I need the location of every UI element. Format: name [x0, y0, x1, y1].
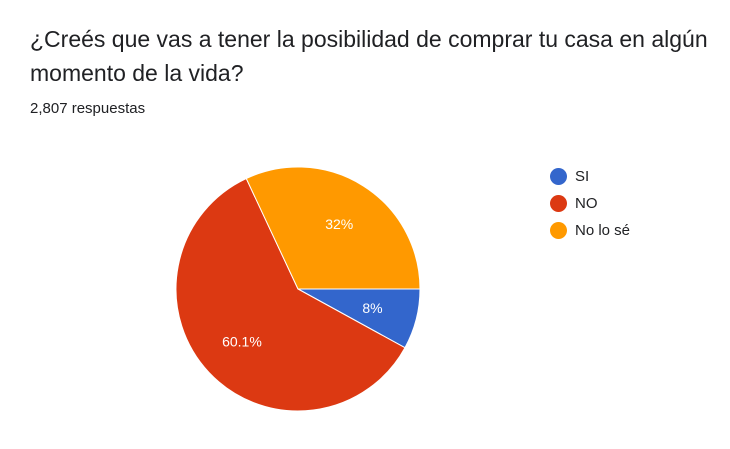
legend-item-no: NO [550, 190, 630, 217]
question-title: ¿Creés que vas a tener la posibilidad de… [30, 26, 708, 86]
slice-no-lo-se [245, 166, 421, 290]
slice-label-no: 60.1% [222, 334, 262, 350]
legend-label-no-lo-se: No lo sé [575, 222, 631, 239]
slice-label-si: 8% [362, 300, 382, 316]
legend-swatch-no [550, 195, 567, 212]
response-count: 2,807 respuestas [30, 100, 146, 117]
legend-item-si: SI [550, 163, 630, 190]
slice-no [175, 177, 406, 412]
legend-label-si: SI [575, 168, 590, 185]
legend-item-no-lo-se: No lo sé [550, 217, 630, 244]
slice-label-no-lo-se: 32% [325, 216, 353, 232]
legend-swatch-no-lo-se [550, 222, 567, 239]
legend-swatch-si [550, 168, 567, 185]
chart-legend: SI NO No lo sé [550, 163, 630, 244]
legend-label-no: NO [575, 195, 598, 212]
